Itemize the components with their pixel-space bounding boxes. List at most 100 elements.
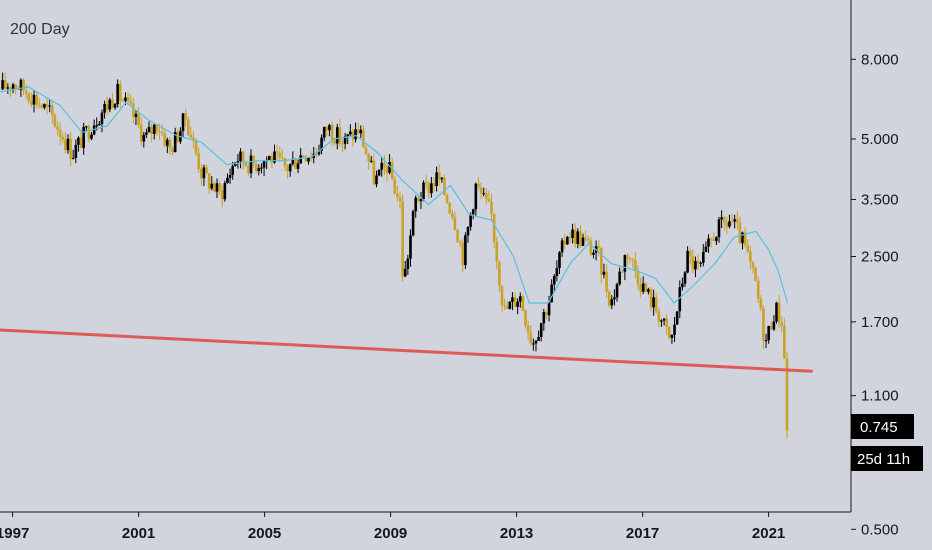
candle-body [422,182,425,200]
candle-body [56,126,59,130]
candle-body [451,213,454,218]
candle-body [43,104,46,108]
candle-body [283,158,287,166]
candle-body [508,301,512,309]
candle-body [492,213,496,242]
candle-body [163,133,167,146]
candle-body [665,318,668,328]
candle-body [105,104,109,110]
candle-body [372,160,376,185]
candle-body [539,323,543,337]
candle-body [775,302,778,322]
candle-body [566,236,569,245]
time-tick-label: 2009 [374,525,407,542]
candle-body [186,119,190,135]
candle-body [142,134,146,142]
candle-body [64,139,67,151]
candle-body [409,235,412,259]
candle-body [725,222,729,227]
candle-body [150,127,153,135]
candle-body [691,256,695,270]
candle-body [270,156,274,163]
candle-body [301,155,305,158]
candle-body [239,151,242,162]
candle-body [189,134,193,138]
candle-body [440,177,444,180]
candle-body [184,113,187,120]
candle-body [675,311,679,325]
candle-body [356,129,360,134]
candle-body [707,238,710,247]
candle-body [461,242,465,266]
candle-body [118,83,122,101]
candle-body [670,334,674,338]
candle-body [24,90,28,94]
candle-body [545,312,548,316]
time-axis[interactable]: 1997 2001 2005 2009 2013 2017 2021 [0,512,785,542]
candle-body [615,284,619,298]
candle-body [500,285,504,306]
candle-body [286,165,289,172]
candle-body [772,321,776,330]
candle-body [458,242,462,244]
candle-body [385,166,389,173]
candle-body [759,298,763,309]
candle-body [66,138,70,151]
candle-body [145,132,148,135]
candle-body [751,261,755,268]
candle-body [777,302,781,323]
candle-body [704,246,708,252]
candle-body [503,305,506,307]
candle-body [437,172,441,180]
candle-body [30,100,33,105]
candle-body [518,296,522,302]
candle-body [53,115,57,127]
candle-body [74,144,78,158]
candle-body [730,221,734,223]
candle-body [505,306,509,309]
candle-body [1,80,4,90]
candle-body [764,340,768,342]
price-tick-label: 8.000 [861,51,899,68]
candle-body [375,175,378,185]
candle-body [560,240,564,253]
candle-body [267,156,271,160]
candle-body [576,231,580,244]
candle-body [231,165,234,175]
candle-body [521,296,525,311]
candle-body [325,126,329,131]
candle-body [482,193,485,195]
candle-body [756,280,760,299]
candle-body [354,129,357,140]
candle-body [589,240,593,255]
candle-body [532,343,535,345]
candle-body [14,84,17,89]
candle-body [152,124,156,135]
candle-body [90,134,93,139]
candle-body [223,183,227,200]
support-trendline[interactable] [0,328,813,373]
candle-body [124,97,127,102]
candle-body [678,287,682,312]
candle-body [390,162,394,180]
candle-body [466,226,470,236]
candle-body [435,172,438,187]
candle-body [330,124,334,140]
candle-body [147,127,151,133]
price-axis[interactable]: 12.0008.0005.0003.5002.5001.7001.1000.50… [851,0,907,538]
candle-body [498,261,501,286]
candle-body [207,173,211,189]
candle-body [443,177,446,195]
candle-body [257,168,261,172]
candle-body [215,183,219,192]
price-tick-label: 1.700 [861,314,899,331]
candle-body [82,126,85,149]
candle-body [328,124,331,131]
candle-body [213,183,216,192]
time-tick-label: 2013 [500,525,533,542]
candle-body [769,325,773,330]
candle-body [626,255,629,259]
candle-body [668,327,671,338]
candle-body [247,165,250,174]
